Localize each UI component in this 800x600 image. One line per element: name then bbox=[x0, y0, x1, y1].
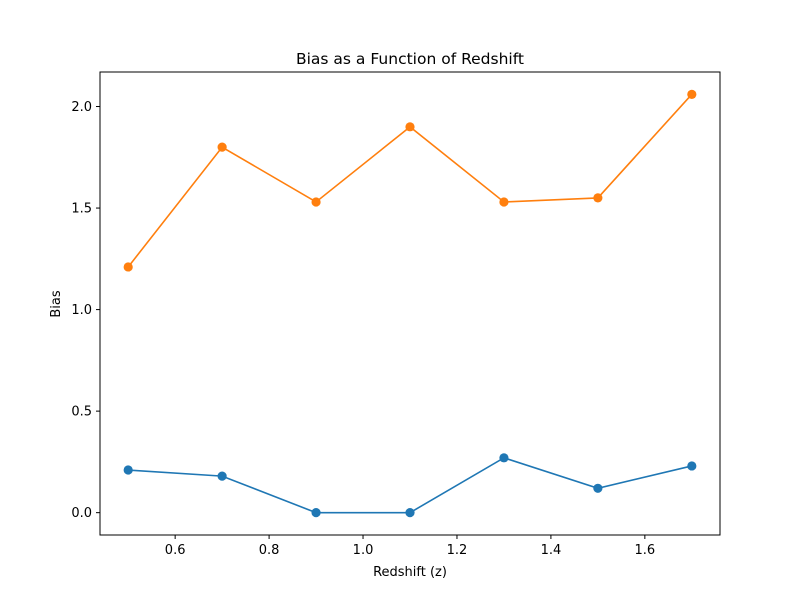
series-2-point bbox=[311, 197, 321, 207]
x-tick-label: 1.6 bbox=[635, 543, 656, 558]
series-1-point bbox=[593, 483, 603, 493]
plot-frame bbox=[99, 71, 721, 536]
x-tick-label: 1.2 bbox=[447, 543, 468, 558]
series-1-point bbox=[687, 461, 697, 471]
series-layer bbox=[123, 89, 697, 518]
y-tick-label: 0.0 bbox=[71, 506, 92, 521]
series-2-point bbox=[217, 142, 227, 152]
series-1-point bbox=[217, 471, 227, 481]
x-axis-ticks: 0.6 0.8 1.0 1.2 1.4 1.6 bbox=[165, 535, 655, 558]
y-tick-label: 0.5 bbox=[71, 405, 92, 420]
series-1-point bbox=[311, 508, 321, 518]
x-axis-label: Redshift (z) bbox=[373, 565, 447, 580]
series-2-point bbox=[593, 193, 603, 203]
series-1-point bbox=[123, 465, 133, 475]
y-axis-ticks: 0.0 0.5 1.0 1.5 2.0 bbox=[71, 100, 100, 521]
y-tick-label: 2.0 bbox=[71, 100, 92, 115]
series-2-point bbox=[405, 122, 415, 132]
x-tick-label: 0.8 bbox=[259, 543, 280, 558]
series-2-point bbox=[687, 89, 697, 99]
x-tick-label: 0.6 bbox=[165, 543, 186, 558]
x-tick-label: 1.0 bbox=[353, 543, 374, 558]
series-1-point bbox=[405, 508, 415, 518]
series-2-point bbox=[123, 262, 133, 272]
y-axis-label: Bias bbox=[49, 290, 64, 317]
x-tick-label: 1.4 bbox=[541, 543, 562, 558]
series-2-point bbox=[499, 197, 509, 207]
y-tick-label: 1.0 bbox=[71, 303, 92, 318]
y-tick-label: 1.5 bbox=[71, 202, 92, 217]
chart-title: Bias as a Function of Redshift bbox=[296, 50, 524, 68]
series-1-point bbox=[499, 453, 509, 463]
plot-area bbox=[100, 72, 720, 535]
